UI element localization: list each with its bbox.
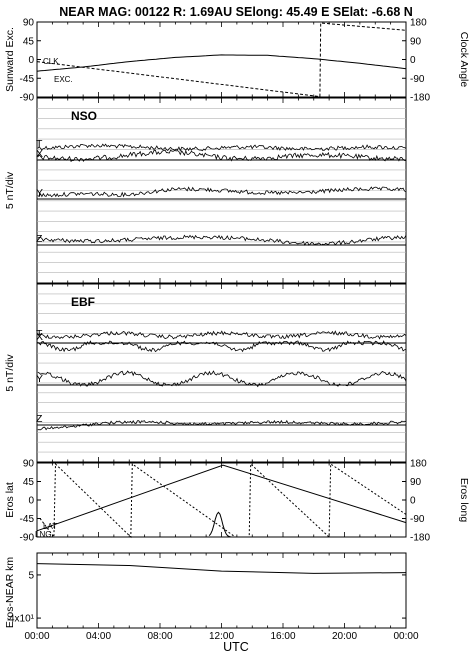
y-axis-label-right: Eros long xyxy=(458,478,470,523)
y-tick-label-left: 90 xyxy=(23,459,35,470)
y-tick-label-right: 90 xyxy=(410,477,422,488)
x-tick-label: 04:00 xyxy=(86,631,111,642)
y-axis-label-left: Eros lat xyxy=(4,482,16,518)
series-label-clk: CLK xyxy=(43,57,59,66)
panel-label: NSO xyxy=(71,109,97,123)
y-axis-label: 5 nT/div xyxy=(4,171,16,209)
x-axis-label: UTC xyxy=(223,640,249,654)
trace-label-y: Y xyxy=(36,373,43,385)
trace-label-z: Z xyxy=(36,233,43,245)
trace-label-y: Y xyxy=(36,187,43,199)
y-axis-label: Eros-NEAR km xyxy=(4,557,16,628)
trace-y xyxy=(37,186,406,198)
trace-label-x: X xyxy=(36,148,43,160)
y-tick-label-right: -90 xyxy=(410,74,425,85)
panel-label: EBF xyxy=(71,295,95,309)
y-tick-label-right: -180 xyxy=(410,93,430,104)
trace-label-t: T xyxy=(36,328,43,340)
panel-ebf: EBF 5 nT/div TX Y Z xyxy=(4,283,407,463)
x-axis: 00:00 04:00 08:00 12:00 16:00 20:00 00:00 xyxy=(24,631,418,642)
y-tick-label: 4x10¹ xyxy=(9,614,35,625)
x-tick-label: 20:00 xyxy=(332,631,357,642)
y-tick-label-right: 0 xyxy=(410,55,416,66)
y-tick-label-left: 90 xyxy=(23,18,35,29)
trace-x xyxy=(37,340,406,353)
y-tick-label-right: 180 xyxy=(410,18,427,29)
x-tick-label: 08:00 xyxy=(147,631,172,642)
y-tick-label-right: 90 xyxy=(410,36,422,47)
y-tick-label-left: -90 xyxy=(20,533,35,544)
x-tick-label: 16:00 xyxy=(270,631,295,642)
y-tick-label: 5 xyxy=(28,570,34,581)
trace-z xyxy=(37,234,407,246)
y-axis-label-right: Clock Angle xyxy=(458,32,470,88)
y-tick-label-left: 45 xyxy=(23,36,35,47)
y-tick-label-right: -90 xyxy=(410,514,425,525)
trace-label-x: X xyxy=(36,331,43,343)
y-tick-label-left: 0 xyxy=(28,55,34,66)
x-tick-label: 12:00 xyxy=(209,631,234,642)
trace-t xyxy=(37,330,407,340)
panel-angles: 90 45 0 -45 -90 180 90 0 -90 -180 Sunward Exc. Cloc… xyxy=(4,18,470,104)
y-tick-label-right: 180 xyxy=(410,459,427,470)
panel-frame xyxy=(36,462,407,538)
series-lat xyxy=(36,464,407,532)
figure-title: NEAR MAG: 00122 R: 1.69AU SElong: 45.49 … xyxy=(59,5,413,19)
y-tick-label-left: 45 xyxy=(23,477,35,488)
trace-x xyxy=(37,149,406,163)
series-label-lat: LAT xyxy=(43,522,57,531)
y-tick-label-left: -45 xyxy=(20,74,35,85)
panel-nso: NSO 5 nT/div TX Y Z xyxy=(4,97,407,284)
y-axis-label: 5 nT/div xyxy=(4,354,16,392)
series-lng-bump xyxy=(208,511,236,538)
y-tick-label-left: 0 xyxy=(28,496,34,507)
y-tick-label-right: 0 xyxy=(410,496,416,507)
y-tick-label-left: -45 xyxy=(20,514,35,525)
trace-z xyxy=(37,419,406,431)
series-label-lng: LNG xyxy=(35,530,51,539)
trace-label-t: T xyxy=(36,138,43,150)
y-tick-label-left: -90 xyxy=(20,93,35,104)
trace-t xyxy=(37,143,406,152)
trace-label-z: Z xyxy=(36,413,43,425)
y-tick-label-right: -180 xyxy=(410,533,430,544)
series-range xyxy=(36,563,407,574)
series-label-exc: EXC. xyxy=(54,75,73,84)
y-axis-label-left: Sunward Exc. xyxy=(4,27,16,92)
panel-frame xyxy=(36,21,407,98)
series-exc xyxy=(36,54,407,72)
x-tick-label: 00:00 xyxy=(24,631,49,642)
trace-y xyxy=(37,370,407,388)
x-tick-label: 00:00 xyxy=(393,631,418,642)
panel-eros-position: 90 45 0 -45 -90 180 90 0 -90 -180 Eros lat Eros lon… xyxy=(4,459,470,544)
series-clk xyxy=(36,22,407,98)
